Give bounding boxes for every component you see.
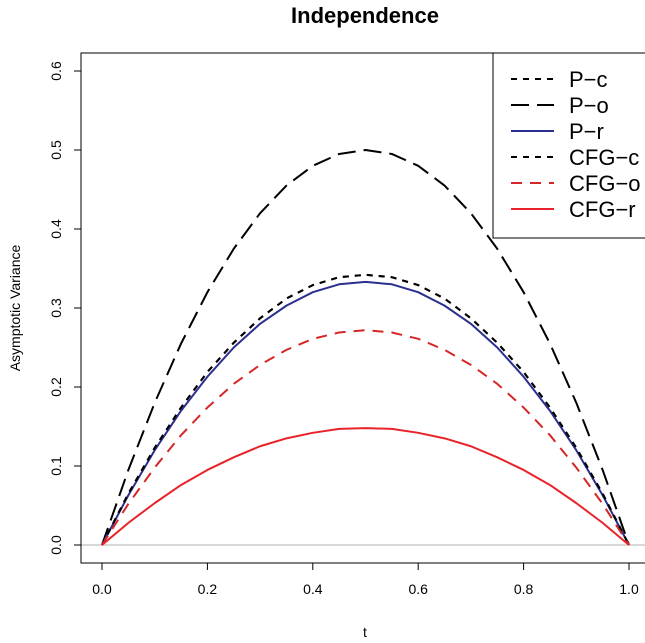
plot-area [80,52,645,564]
x-axis: 0.0 0.2 0.4 0.6 0.8 1.0 [92,562,639,597]
y-tick-label: 0.0 [48,535,64,555]
series-line [101,329,630,546]
legend-label: P−o [569,93,609,118]
legend-label: P−r [569,119,604,144]
x-tick-label: 0.8 [514,581,534,597]
series-line [101,273,630,546]
x-tick-label: 0.2 [198,581,218,597]
y-axis: 0.0 0.1 0.2 0.3 0.4 0.5 0.6 [48,61,82,555]
x-tick-label: 0.4 [303,581,323,597]
x-axis-label: t [363,624,367,640]
legend-label: P−c [569,67,608,92]
legend-label: CFG−c [569,145,639,170]
legend-label: CFG−r [569,197,636,222]
x-tick-label: 0.6 [408,581,428,597]
series-group [101,149,630,546]
legend-box [492,52,645,239]
series-line [101,149,630,546]
x-tick-label: 1.0 [619,581,639,597]
series-line [101,427,630,546]
legend-label: CFG−o [569,171,641,196]
series-line [101,280,630,546]
y-tick-label: 0.1 [48,456,64,476]
chart-title: Independence [291,3,439,28]
y-axis-label: Asymptotic Variance [7,245,23,372]
y-tick-label: 0.6 [48,61,64,81]
y-tick-label: 0.5 [48,140,64,160]
y-tick-label: 0.2 [48,377,64,397]
y-tick-label: 0.3 [48,298,64,318]
x-tick-label: 0.0 [92,581,112,597]
y-tick-label: 0.4 [48,219,64,239]
